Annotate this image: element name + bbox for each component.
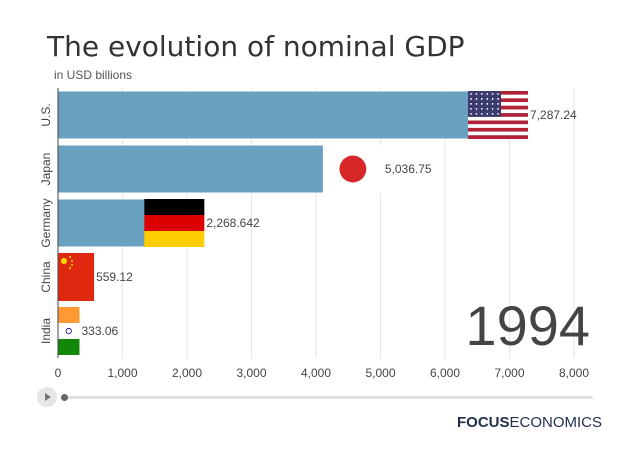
- category-label: China: [39, 261, 53, 293]
- us-flag-icon: [468, 91, 529, 139]
- flag-stripe: [58, 307, 80, 323]
- value-label: 2,268.642: [206, 216, 260, 230]
- logo-light-text: ECONOMICS: [509, 414, 602, 431]
- x-tick-label: 4,000: [301, 366, 331, 380]
- flag-star: [480, 93, 483, 95]
- flag-stripe: [468, 116, 529, 121]
- timeline-slider[interactable]: [64, 396, 593, 399]
- x-tick-label: 3,000: [236, 366, 266, 380]
- flag-star: [486, 103, 489, 105]
- x-tick-label: 0: [55, 366, 62, 380]
- flag-star: [491, 112, 494, 115]
- flag-star: [486, 112, 489, 115]
- flag-stripe: [144, 199, 205, 215]
- timeline-slider-handle[interactable]: [61, 394, 68, 401]
- bar-us: [57, 90, 529, 140]
- flag-star: [61, 258, 67, 264]
- category-label: Germany: [39, 198, 53, 247]
- flag-star: [486, 98, 489, 100]
- category-label: India: [39, 318, 53, 344]
- flag-stripe: [58, 323, 80, 339]
- category-label: U.S.: [39, 103, 53, 126]
- india-flag-icon: [58, 307, 80, 355]
- flag-star: [71, 260, 73, 262]
- value-label: 7,287.24: [530, 108, 577, 122]
- flag-stripe: [144, 215, 205, 231]
- logo-bold-text: FOCUS: [456, 414, 510, 431]
- flag-star: [491, 107, 494, 110]
- flag-star: [480, 98, 483, 100]
- chart-title: The evolution of nominal GDP: [47, 30, 465, 63]
- flag-stripe: [468, 127, 529, 132]
- flag-star: [69, 267, 71, 269]
- china-flag-icon: [58, 253, 95, 301]
- play-icon: [45, 393, 51, 401]
- flag-stripe: [58, 339, 80, 355]
- flag-star: [497, 98, 499, 100]
- value-label: 559.12: [96, 270, 133, 284]
- flag-star: [497, 93, 499, 95]
- chart-subtitle: in USD billions: [54, 68, 133, 82]
- value-label: 5,036.75: [385, 162, 432, 176]
- japan-flag-icon: [322, 145, 383, 193]
- flag-star: [480, 112, 483, 115]
- flag-stripe: [468, 120, 529, 125]
- flag-star: [480, 107, 483, 110]
- flag-star: [470, 93, 472, 95]
- x-tick-label: 2,000: [172, 366, 202, 380]
- flag-star: [491, 103, 494, 105]
- flag-star: [470, 112, 472, 115]
- germany-flag-icon: [144, 199, 205, 247]
- flag-star: [497, 112, 499, 115]
- flag-canton: [468, 91, 502, 117]
- flag-stripe: [468, 124, 529, 128]
- flag-stripe: [144, 231, 205, 247]
- x-tick-label: 7,000: [494, 366, 524, 380]
- flag-star: [486, 107, 489, 110]
- flag-star: [497, 107, 499, 110]
- flag-star: [470, 98, 472, 100]
- flag-stripe: [468, 135, 529, 139]
- flag-wheel: [65, 327, 72, 335]
- flag-star: [486, 93, 489, 95]
- flag-star: [491, 93, 494, 95]
- x-tick-label: 1,000: [107, 366, 137, 380]
- flag-stripe: [468, 131, 529, 136]
- focus-economics-logo: FOCUSECONOMICS: [457, 414, 602, 431]
- flag-star: [71, 264, 73, 266]
- x-tick-label: 8,000: [559, 366, 589, 380]
- flag-star: [475, 93, 478, 95]
- flag-star: [470, 103, 472, 105]
- flag-star: [475, 112, 478, 115]
- flag-star: [69, 256, 71, 258]
- value-label: 333.06: [81, 324, 118, 338]
- year-label: 1994: [465, 294, 590, 357]
- flag-sun: [339, 155, 367, 183]
- flag-star: [497, 103, 499, 105]
- flag-star: [475, 107, 478, 110]
- x-tick-label: 5,000: [365, 366, 395, 380]
- play-button[interactable]: [37, 387, 57, 407]
- x-tick-label: 6,000: [430, 366, 460, 380]
- flag-star: [475, 98, 478, 100]
- flag-star: [491, 98, 494, 100]
- flag-star: [475, 103, 478, 105]
- flag-star: [470, 107, 472, 110]
- flag-star: [480, 103, 483, 105]
- category-label: Japan: [39, 153, 53, 186]
